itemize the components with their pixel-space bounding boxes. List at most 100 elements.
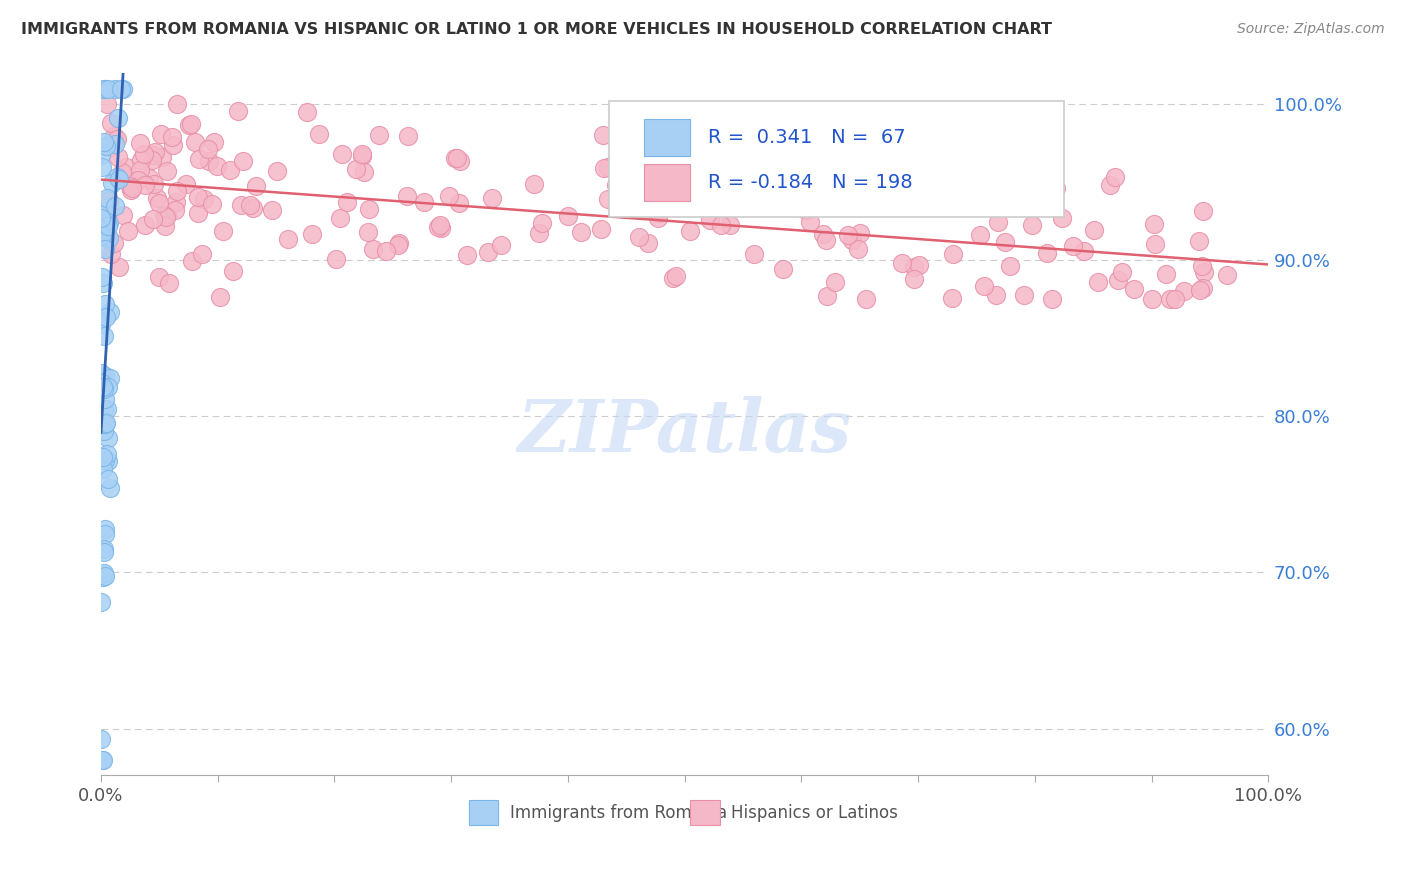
Point — [93, 203, 115, 218]
Point — [815, 233, 838, 247]
Point — [103, 235, 125, 250]
Point — [647, 211, 669, 226]
Point — [592, 161, 614, 175]
Point — [90, 367, 112, 381]
Point — [862, 179, 884, 194]
Point — [108, 172, 131, 186]
Point — [449, 154, 471, 169]
Text: Hispanics or Latinos: Hispanics or Latinos — [731, 804, 898, 822]
Point — [110, 164, 132, 178]
Point — [96, 138, 118, 153]
Point — [100, 116, 122, 130]
Point — [523, 178, 546, 192]
Bar — [468, 800, 498, 824]
Point — [93, 297, 115, 311]
Point — [1087, 275, 1109, 289]
Point — [277, 231, 299, 245]
Point — [91, 570, 114, 584]
Point — [94, 417, 117, 431]
Point — [837, 228, 859, 243]
Point — [120, 179, 142, 194]
Text: R =  0.341   N =  67: R = 0.341 N = 67 — [709, 128, 905, 147]
Point — [105, 170, 128, 185]
Point — [186, 205, 208, 219]
Point — [100, 176, 122, 190]
Point — [1143, 217, 1166, 231]
Point — [1035, 246, 1057, 260]
Point — [176, 178, 198, 192]
Point — [143, 145, 166, 160]
Point — [218, 163, 240, 178]
Point — [94, 417, 117, 432]
Point — [98, 216, 121, 230]
Point — [531, 216, 554, 230]
Point — [188, 152, 211, 166]
Point — [150, 127, 173, 141]
Point — [1083, 223, 1105, 237]
Point — [96, 231, 118, 245]
Point — [187, 189, 209, 203]
Point — [446, 151, 468, 165]
Point — [100, 247, 122, 261]
Point — [841, 233, 863, 247]
Point — [156, 208, 179, 222]
Point — [1062, 238, 1084, 252]
Point — [153, 219, 176, 233]
Point — [855, 293, 877, 307]
Point — [591, 222, 613, 236]
Point — [1021, 218, 1043, 232]
Point — [222, 264, 245, 278]
Point — [344, 162, 367, 177]
Point — [350, 149, 373, 163]
Point — [328, 211, 350, 225]
Point — [772, 262, 794, 277]
Point — [129, 153, 152, 167]
Point — [98, 481, 121, 495]
Point — [91, 380, 114, 394]
Point — [90, 595, 112, 609]
Point — [998, 259, 1021, 273]
Point — [197, 142, 219, 156]
Point — [813, 183, 835, 197]
Point — [628, 230, 651, 244]
Point — [91, 462, 114, 476]
Point — [93, 402, 115, 417]
Point — [967, 195, 990, 210]
Point — [1192, 203, 1215, 218]
Point — [598, 161, 620, 175]
Point — [91, 229, 114, 244]
Point — [134, 218, 156, 232]
Point — [1073, 244, 1095, 258]
Point — [1191, 259, 1213, 273]
Point — [1194, 265, 1216, 279]
Point — [969, 187, 991, 202]
Text: Source: ZipAtlas.com: Source: ZipAtlas.com — [1237, 22, 1385, 37]
Point — [361, 242, 384, 256]
Point — [90, 148, 112, 162]
Point — [180, 117, 202, 131]
Point — [93, 569, 115, 583]
Point — [94, 522, 117, 536]
Point — [489, 238, 512, 252]
Point — [330, 147, 353, 161]
Point — [368, 128, 391, 142]
Point — [97, 380, 120, 394]
Point — [973, 278, 995, 293]
Point — [903, 260, 925, 274]
Point — [396, 129, 419, 144]
Point — [994, 235, 1017, 250]
Point — [301, 227, 323, 241]
Point — [94, 243, 117, 257]
FancyBboxPatch shape — [609, 101, 1064, 217]
Point — [605, 178, 627, 193]
Point — [96, 204, 118, 219]
Point — [153, 208, 176, 222]
Point — [1143, 237, 1166, 252]
Point — [1107, 273, 1129, 287]
Point — [91, 753, 114, 767]
Point — [710, 218, 733, 232]
Point — [97, 81, 120, 95]
Point — [163, 203, 186, 218]
Point — [718, 218, 741, 232]
Point — [100, 370, 122, 384]
